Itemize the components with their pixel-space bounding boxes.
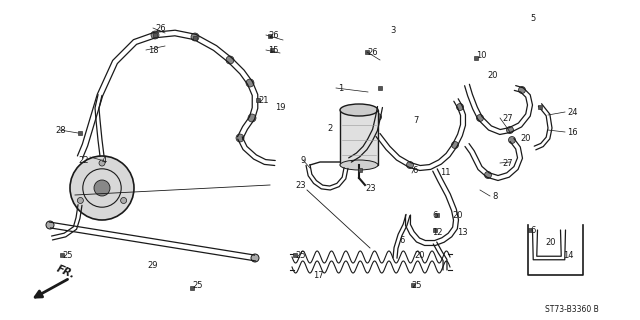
Text: 8: 8	[492, 191, 497, 201]
Text: 26: 26	[155, 23, 166, 33]
Text: 12: 12	[432, 228, 442, 236]
Text: FR.: FR.	[55, 264, 77, 280]
Text: 3: 3	[390, 26, 396, 35]
Text: ST73-B3360 B: ST73-B3360 B	[545, 306, 599, 315]
Text: 6: 6	[432, 211, 437, 220]
Circle shape	[374, 114, 381, 121]
Text: 6: 6	[412, 165, 417, 174]
Text: 23: 23	[295, 180, 306, 189]
Circle shape	[120, 197, 127, 204]
Text: 25: 25	[192, 281, 202, 290]
Text: 1: 1	[338, 84, 343, 92]
Text: 21: 21	[258, 95, 269, 105]
Circle shape	[484, 172, 492, 179]
Text: 25: 25	[411, 281, 422, 290]
Text: 27: 27	[502, 114, 513, 123]
Bar	[340, 110, 378, 165]
Circle shape	[456, 103, 463, 110]
Text: 20: 20	[414, 251, 424, 260]
Text: 16: 16	[567, 127, 578, 137]
Text: 22: 22	[78, 156, 88, 164]
Text: 20: 20	[452, 211, 463, 220]
Text: 6: 6	[530, 226, 536, 235]
Text: 29: 29	[147, 260, 157, 269]
Circle shape	[46, 221, 54, 229]
Circle shape	[99, 160, 105, 166]
Text: 2: 2	[327, 124, 332, 132]
Circle shape	[509, 137, 515, 143]
Text: 15: 15	[268, 45, 278, 54]
Text: 9: 9	[300, 156, 305, 164]
Circle shape	[191, 33, 199, 41]
Circle shape	[506, 126, 513, 133]
Circle shape	[451, 141, 458, 148]
Circle shape	[355, 151, 362, 158]
Circle shape	[70, 156, 134, 220]
Text: 27: 27	[502, 158, 513, 167]
Text: 10: 10	[476, 51, 486, 60]
Text: 24: 24	[567, 108, 577, 116]
Circle shape	[406, 162, 413, 169]
Text: 20: 20	[487, 70, 497, 79]
Circle shape	[246, 79, 254, 87]
Text: 17: 17	[313, 270, 324, 279]
Text: 23: 23	[365, 183, 376, 193]
Circle shape	[77, 197, 83, 204]
Text: 25: 25	[62, 251, 72, 260]
Text: 13: 13	[457, 228, 468, 236]
Text: 26: 26	[367, 47, 378, 57]
Text: 20: 20	[520, 133, 531, 142]
Circle shape	[226, 56, 234, 64]
Text: 26: 26	[268, 30, 278, 39]
Circle shape	[248, 114, 256, 122]
Text: 28: 28	[55, 125, 66, 134]
Ellipse shape	[340, 160, 378, 170]
Text: 5: 5	[530, 13, 535, 22]
Circle shape	[518, 86, 525, 93]
Ellipse shape	[340, 104, 378, 116]
Text: 14: 14	[563, 251, 573, 260]
Text: 4: 4	[102, 156, 108, 164]
Circle shape	[151, 31, 159, 39]
Text: 18: 18	[148, 45, 159, 54]
Text: 25: 25	[295, 251, 305, 260]
Circle shape	[251, 254, 259, 262]
Circle shape	[94, 180, 110, 196]
Text: 19: 19	[275, 102, 285, 111]
Circle shape	[236, 134, 244, 142]
Text: 20: 20	[545, 237, 556, 246]
Text: 11: 11	[440, 167, 451, 177]
Text: 7: 7	[413, 116, 419, 124]
Circle shape	[477, 115, 483, 122]
Text: 6: 6	[399, 236, 404, 244]
